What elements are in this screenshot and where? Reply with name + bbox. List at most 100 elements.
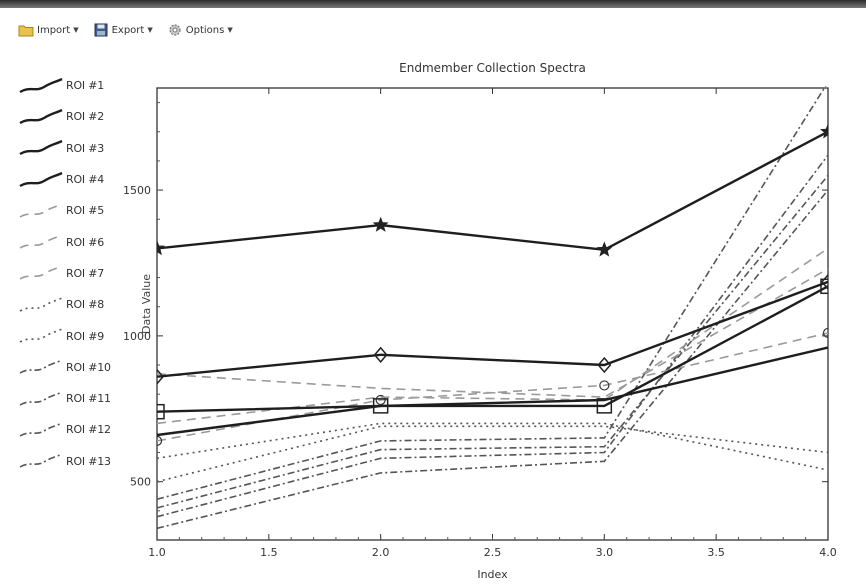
y-axis-label: Data Value (140, 274, 153, 334)
x-tick-label: 2.5 (484, 546, 502, 559)
square-marker (820, 278, 828, 295)
circle-marker (375, 394, 386, 406)
series-line (157, 154, 828, 518)
star-marker (157, 240, 166, 256)
legend-label: ROI #6 (66, 235, 105, 249)
window-top-edge (0, 0, 866, 8)
square-marker (157, 403, 165, 420)
legend-item: ROI #7 (18, 258, 138, 289)
square-marker (596, 398, 613, 414)
legend-label: ROI #8 (66, 298, 105, 312)
series-9 (157, 425, 828, 483)
legend-item: ROI #2 (18, 101, 138, 132)
x-axis-label: Index (477, 568, 508, 581)
legend-swatch (19, 265, 63, 281)
legend-item: ROI #13 (18, 446, 138, 477)
legend-swatch (19, 297, 63, 312)
series-line (157, 332, 828, 442)
legend-swatch (19, 328, 63, 343)
series-6 (157, 247, 828, 425)
diamond-marker (373, 346, 388, 363)
chart-title: Endmember Collection Spectra (399, 61, 586, 75)
toolbar: Import ▼ Export ▼ Options ▼ (18, 20, 233, 40)
series-8 (157, 422, 828, 471)
export-button[interactable]: Export ▼ (93, 23, 153, 37)
circle-marker (822, 327, 828, 339)
options-label: Options (185, 24, 225, 36)
series-line (157, 422, 828, 471)
square-marker (372, 398, 389, 414)
series-line (157, 268, 828, 398)
legend-item: ROI #4 (18, 164, 138, 195)
series-5 (157, 268, 828, 398)
series-line (157, 425, 828, 483)
legend-item: ROI #1 (18, 70, 138, 101)
export-label: Export (111, 24, 145, 36)
y-tick-label: 500 (130, 476, 151, 489)
series-line (157, 346, 828, 437)
series-line (157, 189, 828, 530)
folder-icon (18, 25, 34, 37)
legend-label: ROI #4 (66, 173, 105, 187)
star-marker (372, 216, 389, 232)
legend-item: ROI #6 (18, 226, 138, 257)
series-7 (157, 327, 828, 446)
circle-marker (157, 435, 163, 446)
diamond-marker (597, 356, 612, 374)
series-3 (157, 278, 828, 420)
chevron-down-icon: ▼ (73, 26, 79, 34)
legend-item: ROI #12 (18, 414, 138, 445)
import-label: Import (37, 24, 71, 36)
chart-legend: ROI #1 ROI #2 ROI #3 ROI #4 ROI #5 ROI #6 ROI … (18, 70, 138, 477)
series-line (157, 130, 828, 252)
legend-swatch (19, 140, 63, 156)
x-tick-label: 1.0 (148, 546, 166, 559)
import-button[interactable]: Import ▼ (18, 23, 79, 37)
x-tick-label: 3.0 (596, 546, 614, 559)
x-tick-label: 3.5 (707, 546, 725, 559)
x-tick-label: 4.0 (819, 546, 837, 559)
legend-label: ROI #11 (66, 392, 111, 406)
legend-swatch (19, 171, 63, 187)
series-10 (157, 86, 827, 500)
legend-label: ROI #10 (66, 360, 111, 374)
star-marker (819, 123, 828, 139)
legend-label: ROI #9 (66, 329, 105, 343)
legend-label: ROI #12 (66, 423, 111, 437)
legend-item: ROI #11 (18, 383, 138, 414)
legend-swatch (19, 203, 63, 218)
legend-label: ROI #3 (66, 141, 105, 155)
legend-label: ROI #7 (66, 266, 105, 280)
legend-label: ROI #1 (66, 79, 105, 93)
series-12 (157, 154, 828, 518)
plot-frame (156, 87, 829, 541)
chevron-down-icon: ▼ (147, 26, 153, 34)
y-tick-label: 1500 (123, 184, 151, 197)
series-line (157, 86, 827, 500)
series-line (157, 247, 828, 425)
legend-item: ROI #3 (18, 133, 138, 164)
x-tick-label: 1.5 (260, 546, 278, 559)
x-tick-label: 2.0 (372, 546, 390, 559)
legend-item: ROI #5 (18, 195, 138, 226)
circle-marker (599, 380, 610, 391)
series-line (157, 285, 828, 413)
gear-icon (169, 24, 181, 36)
floppy-disk-icon (94, 23, 108, 37)
legend-label: ROI #13 (66, 454, 111, 468)
series-2 (157, 273, 828, 385)
y-tick-label: 1000 (123, 330, 151, 343)
series-line (157, 280, 828, 378)
diamond-marker (157, 368, 164, 385)
diamond-marker (821, 273, 828, 291)
options-button[interactable]: Options ▼ (167, 23, 233, 37)
series-11 (157, 174, 828, 509)
series-4 (157, 346, 828, 437)
star-marker (596, 241, 613, 257)
legend-label: ROI #5 (66, 204, 105, 218)
series-13 (157, 189, 828, 530)
legend-label: ROI #2 (66, 110, 105, 124)
legend-swatch (19, 77, 63, 93)
chevron-down-icon: ▼ (227, 26, 233, 34)
